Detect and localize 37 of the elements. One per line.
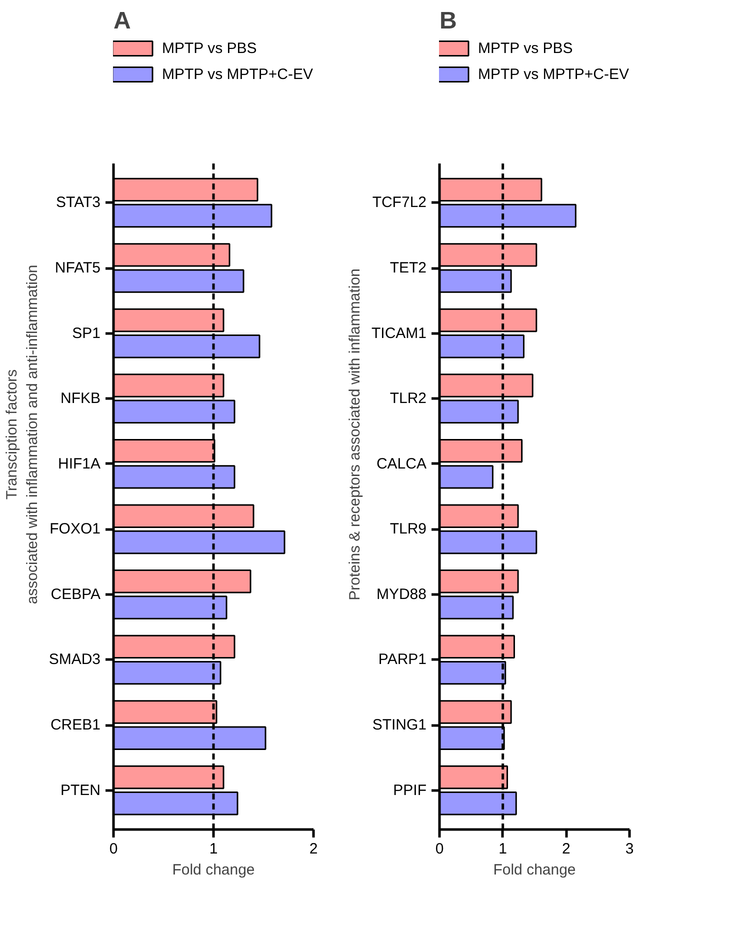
x-tick-label: 0 bbox=[109, 840, 118, 858]
y-axis-title: Proteins & receptors associated with inflammation bbox=[346, 268, 364, 600]
y-tick-label: SMAD3 bbox=[48, 651, 101, 668]
y-tick-label: MYD88 bbox=[376, 586, 427, 603]
y-tick-label: STING1 bbox=[372, 716, 427, 734]
y-tick-label: NFAT5 bbox=[54, 260, 101, 277]
y-tick-label: PPIF bbox=[393, 782, 427, 799]
chart-title: A bbox=[114, 8, 131, 34]
y-tick-label: HIF1A bbox=[58, 455, 101, 472]
y-axis-title: Transciption factors associated with inflammation and anti-inflammation bbox=[3, 264, 41, 604]
x-tick-label: 3 bbox=[625, 840, 634, 858]
legend-label: MPTP vs MPTP+C-EV bbox=[478, 66, 629, 82]
y-tick-label: CREB1 bbox=[50, 716, 101, 734]
x-tick-label: 2 bbox=[309, 840, 318, 858]
y-tick-label: PTEN bbox=[60, 782, 101, 799]
y-tick-label: TET2 bbox=[390, 260, 427, 277]
x-tick-label: 1 bbox=[209, 840, 218, 858]
y-tick-label: SP1 bbox=[72, 324, 101, 342]
legend-label: MPTP vs PBS bbox=[478, 40, 573, 56]
y-tick-label: CALCA bbox=[376, 455, 427, 472]
x-tick-label: 1 bbox=[498, 840, 508, 858]
chart-title: B bbox=[440, 8, 457, 34]
y-tick-label: TLR2 bbox=[390, 390, 427, 408]
y-tick-label: TICAM1 bbox=[371, 324, 427, 342]
legend-label: MPTP vs PBS bbox=[162, 40, 257, 56]
y-tick-label: TLR9 bbox=[390, 520, 427, 538]
x-tick-label: 2 bbox=[562, 840, 570, 858]
y-tick-label: TCF7L2 bbox=[372, 194, 427, 212]
legend-label: MPTP vs MPTP+C-EV bbox=[162, 66, 313, 82]
x-axis-title: Fold change bbox=[493, 862, 576, 878]
y-tick-label: PARP1 bbox=[378, 651, 426, 668]
y-tick-label: STAT3 bbox=[56, 194, 100, 212]
y-tick-label: NFKB bbox=[60, 390, 101, 408]
y-tick-label: CEBPA bbox=[50, 586, 101, 603]
x-axis-title: Fold change bbox=[172, 862, 255, 878]
x-tick-label: 0 bbox=[435, 840, 444, 858]
y-tick-label: FOXO1 bbox=[50, 520, 101, 538]
